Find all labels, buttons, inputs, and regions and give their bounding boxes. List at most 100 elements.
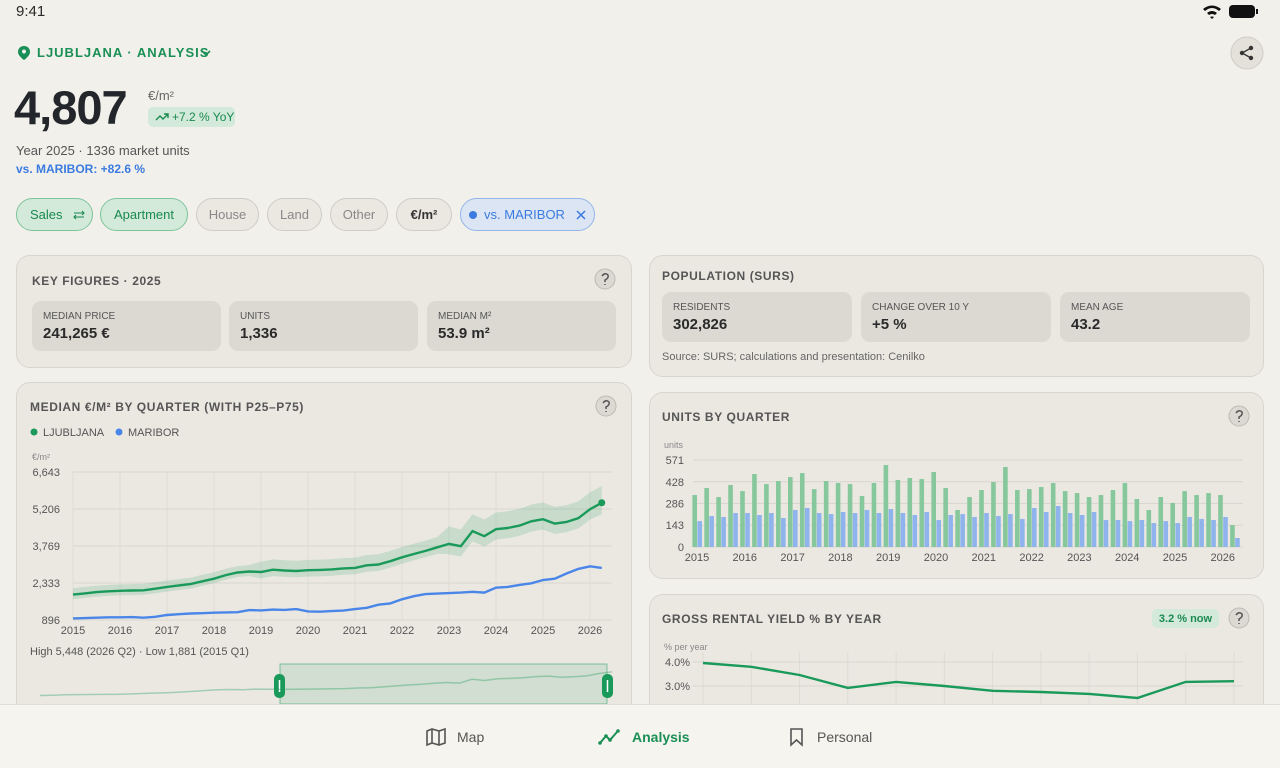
bar — [1122, 483, 1128, 547]
range-navigator[interactable] — [274, 663, 613, 705]
yield-badge — [1152, 609, 1219, 628]
filter-chip[interactable]: Apartment — [100, 198, 188, 231]
status-icons — [1203, 5, 1258, 19]
bar — [883, 465, 889, 547]
share-button[interactable] — [1230, 36, 1264, 70]
bar — [692, 495, 697, 547]
bar — [1134, 499, 1140, 547]
bar — [745, 513, 750, 547]
navigator-line — [39, 671, 613, 697]
bar — [859, 495, 865, 547]
bar — [1032, 507, 1037, 547]
filter-chip[interactable]: €/m² — [396, 198, 452, 231]
series-line — [72, 501, 603, 596]
y-tick-label: 143 — [666, 520, 684, 532]
bar — [1098, 495, 1104, 547]
x-tick-label: 2025 — [1163, 552, 1187, 564]
legend-label: LJUBLJANA — [43, 427, 105, 439]
x-tick-label: 2021 — [343, 625, 367, 637]
bar — [864, 509, 870, 547]
units-chart-card — [649, 392, 1264, 579]
y-tick-label: 3.0% — [665, 681, 690, 693]
analysis-icon[interactable] — [598, 727, 622, 747]
filter-chip[interactable]: vs. MARIBOR — [460, 198, 595, 231]
bar — [835, 483, 841, 547]
bar — [1074, 493, 1080, 547]
stat-value: 53.9 m² — [438, 325, 490, 342]
bar — [871, 483, 877, 547]
bar — [919, 479, 925, 547]
bar — [1008, 514, 1013, 547]
bar — [1127, 521, 1133, 547]
legend-dot — [30, 428, 38, 436]
stat-value: 43.2 — [1071, 316, 1101, 333]
y-tick-label: 428 — [666, 477, 684, 489]
stat-label: RESIDENTS — [673, 302, 731, 313]
bar — [1079, 515, 1085, 547]
bar — [1206, 493, 1211, 547]
y-tick-label: 0 — [678, 542, 684, 554]
stat-tile: CHANGE OVER 10 Y +5 % — [861, 292, 1051, 342]
x-tick-label: 2017 — [155, 625, 179, 637]
x-tick-label: 2019 — [876, 552, 900, 564]
badge-text: 3.2 % now — [1159, 613, 1213, 625]
help-buttons[interactable] — [594, 268, 1250, 629]
stat-tile: MEDIAN PRICE 241,265 € — [32, 301, 221, 351]
location-title[interactable]: LJUBLJANA · ANALYSIS — [37, 45, 210, 60]
bar — [728, 484, 733, 547]
bar — [1067, 513, 1073, 547]
bar — [1151, 523, 1157, 547]
y-tick-label: 3,769 — [32, 541, 60, 553]
stat-tile: RESIDENTS 302,826 — [662, 292, 852, 342]
filter-chip[interactable]: Sales — [16, 198, 93, 231]
stat-value: 1,336 — [240, 325, 278, 342]
stat-label: UNITS — [240, 311, 270, 322]
chip-label: Land — [280, 207, 309, 222]
bar — [828, 514, 834, 547]
x-tick-label: 2023 — [1067, 552, 1091, 564]
source-note: Source: SURS; calculations and presentat… — [662, 351, 925, 363]
map-icon[interactable] — [425, 727, 447, 747]
bar — [1038, 486, 1044, 547]
bar — [1235, 538, 1240, 547]
nav-item[interactable]: Analysis — [632, 729, 690, 745]
bar — [1015, 490, 1020, 547]
card-title: MEDIAN €/M² BY QUARTER (WITH P25–P75) — [30, 400, 304, 414]
bar — [1139, 520, 1145, 547]
end-point — [598, 499, 606, 507]
location-pin — [18, 46, 30, 60]
change-text: +7.2 % YoY — [172, 110, 235, 124]
bar — [876, 513, 882, 547]
x-tick-label: 2018 — [828, 552, 852, 564]
chip-label: Sales — [30, 207, 63, 222]
filter-chip[interactable]: Other — [330, 198, 388, 231]
filter-chip[interactable]: Land — [267, 198, 322, 231]
card-title: KEY FIGURES · 2025 — [32, 274, 162, 288]
filter-chip[interactable]: House — [196, 198, 259, 231]
bar — [1187, 516, 1192, 547]
bar — [840, 511, 846, 547]
x-tick-label: 2022 — [1019, 552, 1043, 564]
bar — [757, 515, 762, 547]
bar — [1211, 520, 1216, 547]
personal-icon[interactable] — [788, 727, 806, 747]
bar — [697, 521, 702, 547]
help-glyphs — [601, 272, 1243, 624]
bar — [769, 513, 774, 547]
y-tick-label: 4.0% — [665, 657, 690, 669]
bar — [1170, 502, 1175, 547]
bar — [1223, 516, 1228, 547]
x-tick-label: 2017 — [780, 552, 804, 564]
bar — [721, 516, 726, 547]
bar — [1027, 489, 1032, 547]
chevron[interactable] — [200, 48, 212, 58]
stat-value: 302,826 — [673, 316, 728, 333]
legend-dot — [115, 428, 123, 436]
change-badge: +7.2 % YoY — [148, 107, 235, 127]
bar — [936, 520, 941, 547]
price-unit: €/m² — [148, 88, 174, 103]
details: Year 2025 · 1336 market units — [16, 143, 190, 158]
nav-item[interactable]: Personal — [817, 729, 873, 745]
nav-item[interactable]: Map — [457, 729, 485, 745]
